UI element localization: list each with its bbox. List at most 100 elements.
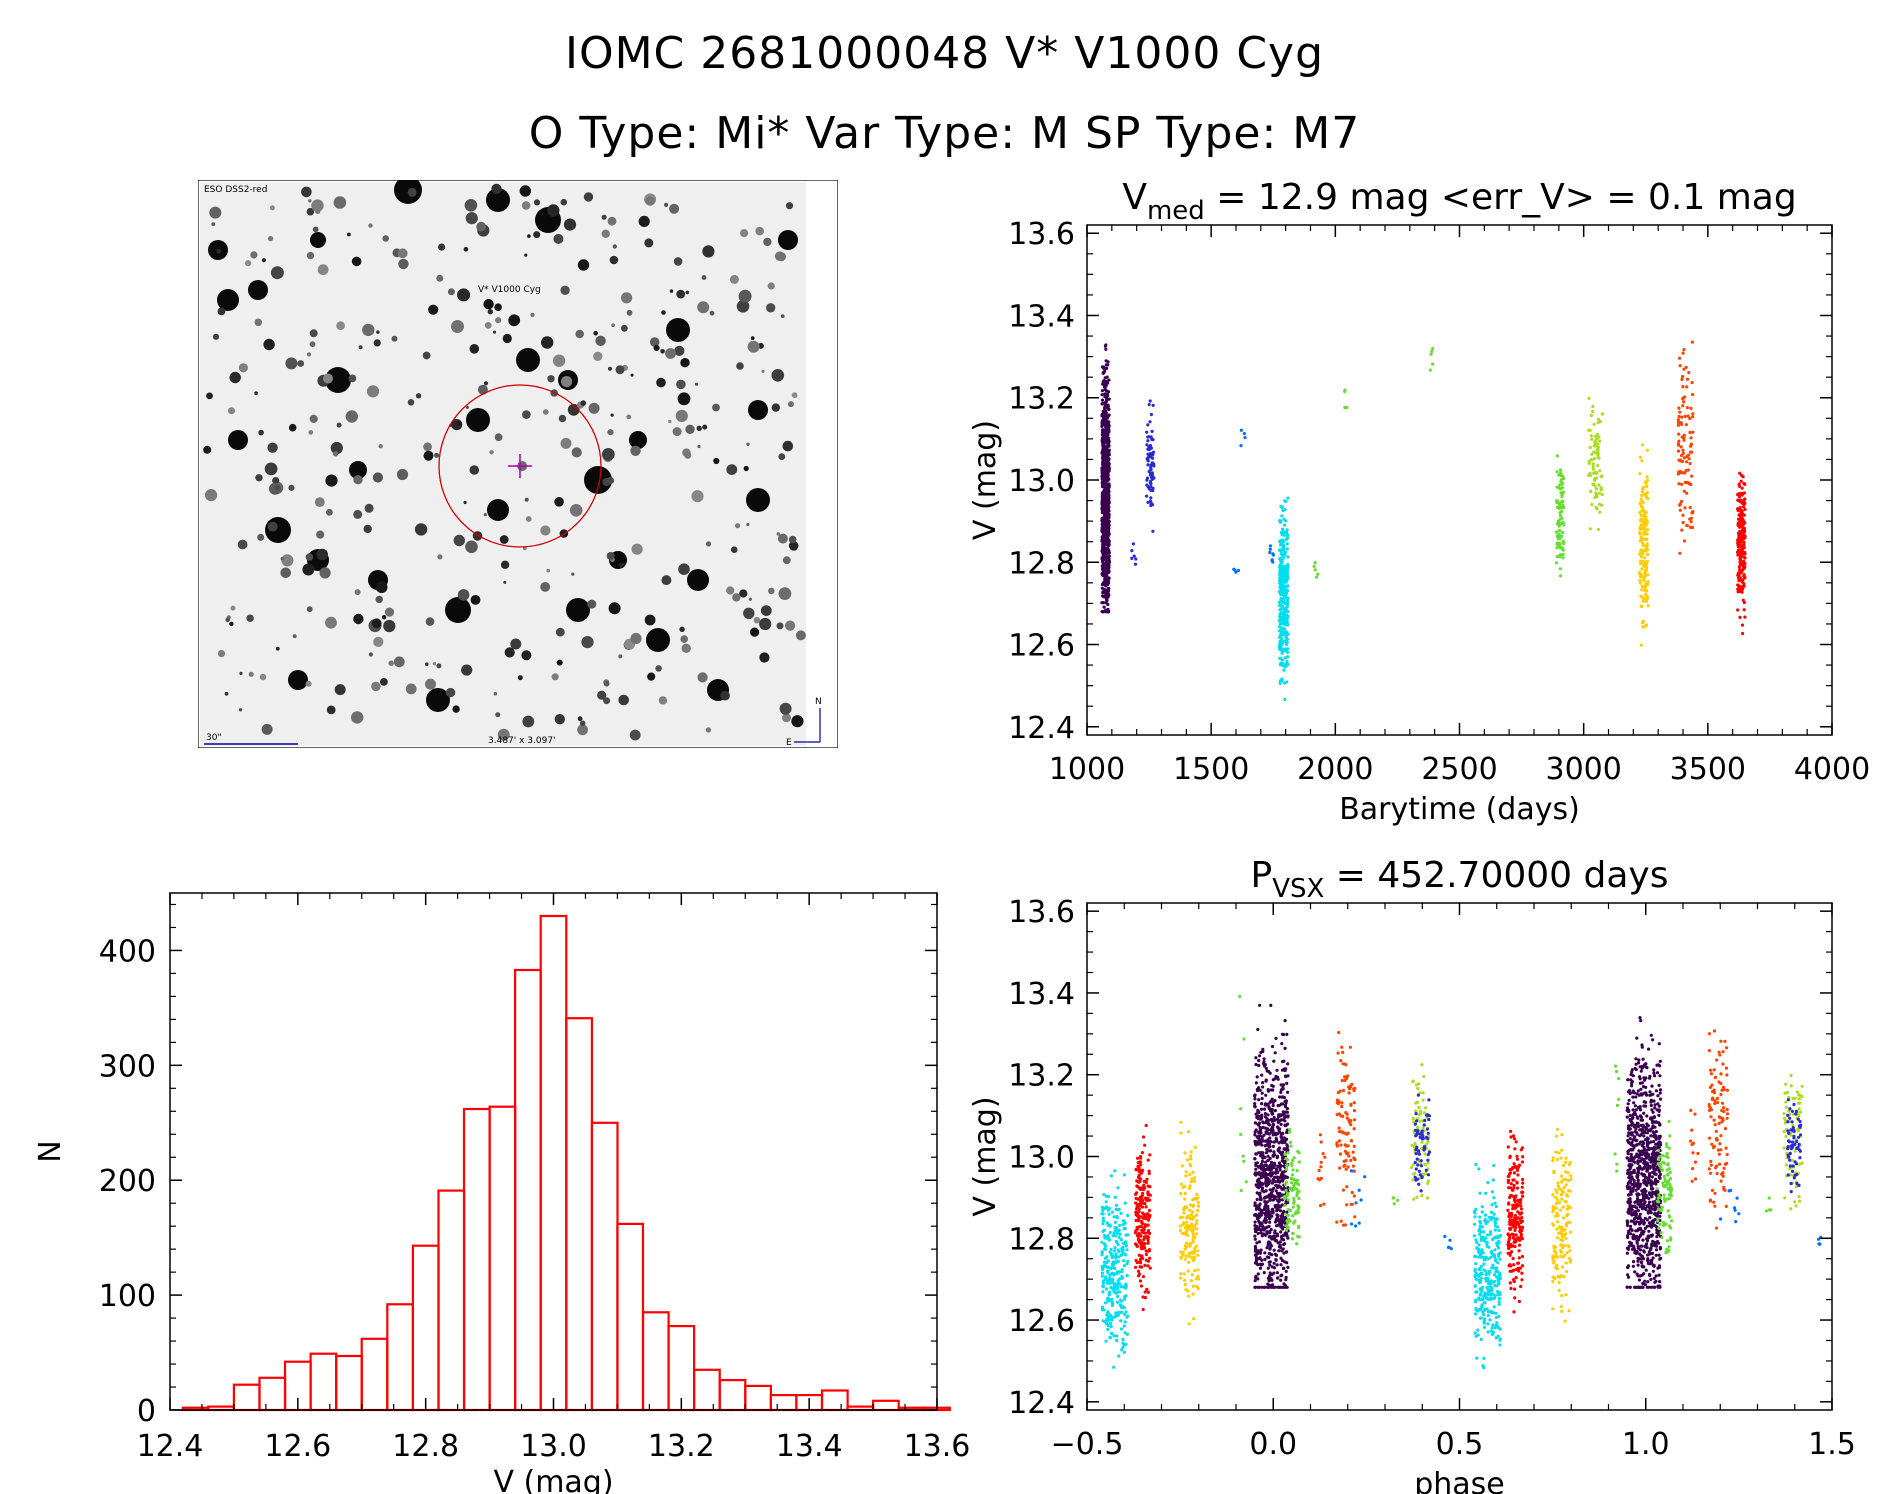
data-point bbox=[1640, 509, 1644, 513]
faint-star bbox=[630, 445, 641, 456]
data-point bbox=[1132, 554, 1136, 558]
data-point bbox=[1319, 1165, 1323, 1169]
data-point bbox=[1597, 483, 1601, 487]
data-point bbox=[1118, 1223, 1122, 1227]
data-point bbox=[1682, 438, 1686, 442]
data-point bbox=[1149, 501, 1153, 505]
data-point bbox=[1260, 1102, 1264, 1106]
data-point bbox=[1101, 1216, 1105, 1220]
histogram-bar bbox=[360, 1337, 389, 1412]
data-point bbox=[1482, 1262, 1486, 1266]
data-point bbox=[1104, 541, 1108, 545]
data-point bbox=[1116, 1208, 1120, 1212]
faint-star bbox=[780, 314, 785, 318]
data-point bbox=[1416, 1126, 1420, 1130]
data-point bbox=[1483, 1258, 1487, 1262]
faint-star bbox=[658, 696, 668, 705]
data-point bbox=[1280, 1042, 1284, 1046]
data-point bbox=[1497, 1279, 1501, 1283]
data-point bbox=[1473, 1215, 1477, 1219]
bright-star bbox=[516, 348, 540, 372]
data-point bbox=[1101, 524, 1105, 529]
faint-star bbox=[525, 516, 532, 522]
data-point bbox=[1150, 472, 1154, 476]
data-point bbox=[1646, 604, 1650, 608]
data-point bbox=[1596, 464, 1600, 468]
data-point bbox=[1281, 1095, 1285, 1099]
data-point bbox=[1738, 517, 1742, 521]
faint-star bbox=[503, 580, 507, 584]
faint-star bbox=[237, 539, 248, 550]
data-point bbox=[1338, 1089, 1342, 1093]
data-point bbox=[1590, 502, 1594, 507]
data-point bbox=[1193, 1249, 1197, 1253]
data-point bbox=[1281, 1225, 1285, 1229]
data-point bbox=[1285, 1122, 1290, 1126]
y-tick-label: 13.0 bbox=[1008, 464, 1075, 499]
data-point bbox=[1147, 435, 1151, 439]
faint-star bbox=[743, 607, 755, 619]
data-point bbox=[1268, 1198, 1272, 1202]
data-point bbox=[1285, 680, 1289, 684]
data-point bbox=[1278, 608, 1282, 612]
data-point bbox=[1285, 1158, 1290, 1162]
data-point bbox=[1682, 348, 1686, 352]
data-point bbox=[1423, 1118, 1427, 1123]
data-point bbox=[1640, 604, 1644, 608]
data-point bbox=[1272, 1140, 1276, 1144]
faint-star bbox=[618, 562, 625, 569]
data-point bbox=[1642, 532, 1646, 536]
data-point bbox=[1265, 1231, 1269, 1235]
data-point bbox=[1643, 574, 1647, 578]
data-point bbox=[1133, 562, 1138, 566]
data-point bbox=[1147, 1208, 1152, 1213]
data-point bbox=[1482, 1230, 1486, 1234]
faint-star bbox=[668, 419, 672, 424]
faint-star bbox=[664, 202, 669, 207]
data-point bbox=[1493, 1228, 1497, 1232]
histogram-bar bbox=[539, 914, 568, 1412]
data-point bbox=[1254, 1171, 1258, 1175]
data-point bbox=[1101, 566, 1106, 570]
data-point bbox=[1266, 1266, 1270, 1270]
data-point bbox=[1425, 1196, 1430, 1200]
data-point bbox=[1681, 404, 1685, 408]
data-point bbox=[1106, 538, 1110, 542]
faint-star bbox=[306, 207, 315, 216]
bright-star bbox=[445, 597, 471, 623]
data-point bbox=[1139, 1284, 1144, 1288]
data-point bbox=[1313, 568, 1317, 572]
data-point bbox=[1239, 428, 1243, 432]
data-point bbox=[1641, 596, 1645, 600]
data-point bbox=[1495, 1217, 1499, 1221]
data-point bbox=[1100, 389, 1104, 393]
data-point bbox=[1482, 1321, 1486, 1325]
data-point bbox=[1498, 1343, 1502, 1347]
data-point bbox=[1130, 556, 1134, 561]
data-point bbox=[1146, 1158, 1150, 1162]
data-point bbox=[1194, 1232, 1199, 1236]
data-point bbox=[1279, 1090, 1283, 1094]
data-point bbox=[1185, 1245, 1189, 1249]
data-point bbox=[1411, 1178, 1415, 1182]
data-point bbox=[1340, 1045, 1344, 1049]
data-point bbox=[1641, 552, 1645, 556]
faint-star bbox=[768, 587, 775, 595]
finder-chart-image: ESO DSS2-red V* V1000 Cyg 30" 3.487' x 3… bbox=[197, 176, 839, 749]
faint-star bbox=[577, 716, 583, 722]
data-point bbox=[1122, 1306, 1126, 1310]
data-point bbox=[1485, 1242, 1489, 1246]
data-point bbox=[1413, 1161, 1417, 1165]
data-point bbox=[1286, 584, 1290, 588]
faint-star bbox=[466, 406, 469, 409]
faint-star bbox=[428, 304, 439, 315]
faint-star bbox=[407, 399, 415, 406]
faint-star bbox=[524, 497, 529, 502]
data-point bbox=[1137, 1197, 1141, 1201]
data-point bbox=[1105, 414, 1110, 418]
data-point bbox=[1260, 1234, 1264, 1238]
data-point bbox=[1277, 1103, 1282, 1107]
phased-plot: −0.5 0.0 0.5 1.0 1.512.412.612.813.013.213.4… bbox=[968, 855, 1856, 1494]
data-point bbox=[1268, 550, 1272, 555]
